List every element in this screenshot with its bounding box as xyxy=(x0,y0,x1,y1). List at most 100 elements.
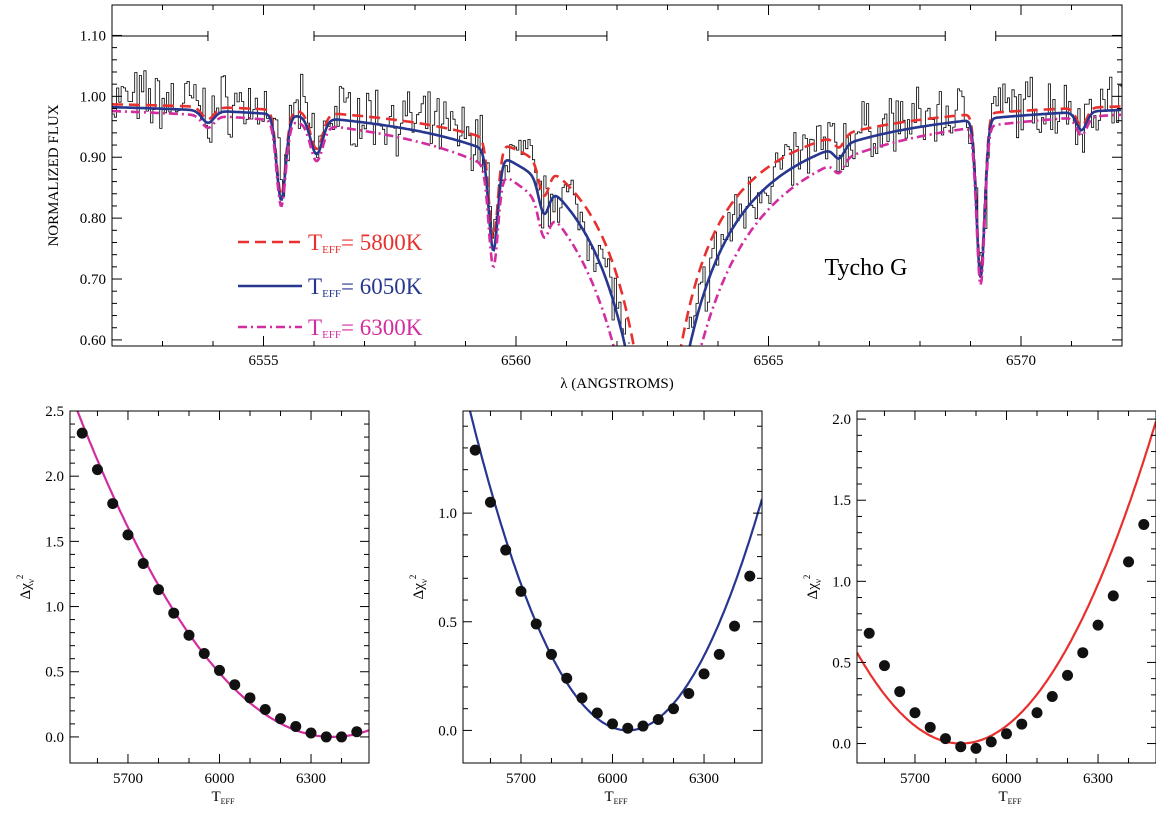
chi2-data-point xyxy=(668,703,680,715)
x-axis-label: TEFF xyxy=(605,789,629,806)
y-tick-label: 2.0 xyxy=(45,469,64,485)
chi2-panel-1 xyxy=(76,411,369,743)
y-tick-label: 1.5 xyxy=(832,493,851,509)
model-line-teff-6050 xyxy=(112,105,627,346)
legend-label-subscript: EFF xyxy=(322,288,341,300)
chi2-data-point xyxy=(1123,556,1135,568)
x-tick-label: 6300 xyxy=(689,771,719,787)
legend-label-teff-6050: TEFF= 6050K xyxy=(308,274,423,300)
y-tick-label: 0.0 xyxy=(45,730,64,746)
chi2-data-point xyxy=(683,687,695,699)
chi2-data-point xyxy=(607,718,618,730)
chi2-data-point xyxy=(76,427,88,439)
chi2-data-point xyxy=(576,692,588,704)
legend-label-teff-6300: TEFF= 6300K xyxy=(308,315,423,341)
chi2-data-point xyxy=(955,741,967,753)
chi2-data-point xyxy=(1062,669,1074,681)
chi2-data-point xyxy=(970,742,982,754)
chi2-data-point xyxy=(320,731,332,743)
x-tick-label: 5700 xyxy=(506,771,536,787)
chi2-data-point xyxy=(351,726,363,738)
x-axis-label: λ (ANGSTROMS) xyxy=(560,376,674,392)
x-axis-label-subscript: EFF xyxy=(221,797,235,806)
chi2-data-point xyxy=(259,704,271,716)
legend-label-subscript: EFF xyxy=(322,244,341,256)
legend-label-prefix: T xyxy=(308,315,322,340)
legend-label-value: = 6050K xyxy=(341,274,423,299)
y-tick-label: 2.5 xyxy=(45,404,64,420)
chi2-data-point xyxy=(530,618,542,630)
chi2-data-point xyxy=(924,721,936,733)
chi2-data-point xyxy=(214,664,225,676)
y-tick-label: 1.5 xyxy=(45,534,64,550)
x-tick-label: 6570 xyxy=(1006,353,1036,369)
x-tick-label: 6565 xyxy=(754,353,784,369)
chi2-data-point xyxy=(878,660,890,672)
chi2-data-point xyxy=(183,629,195,641)
y-tick-label: 1.0 xyxy=(438,506,457,522)
x-axis-label-main: T xyxy=(605,789,614,805)
x-axis-label: TEFF xyxy=(212,789,236,806)
y-axis-label-subscript: ν xyxy=(813,579,823,583)
y-tick-label: 0.80 xyxy=(80,211,106,227)
chi2-data-point xyxy=(637,720,649,732)
model-line-teff-5800 xyxy=(679,105,1121,346)
chi2-data-point xyxy=(500,544,512,556)
x-tick-label: 6000 xyxy=(205,771,235,787)
spectrum-plot xyxy=(112,70,1122,346)
chi2-data-point xyxy=(652,714,664,726)
chi2-data-point xyxy=(305,727,317,739)
y-tick-label: 0.0 xyxy=(438,723,457,739)
chi2-data-point xyxy=(137,558,149,570)
y-axis-label: Δχν2 xyxy=(802,575,823,600)
y-axis-label-superscript: 2 xyxy=(802,575,812,580)
y-tick-label: 1.0 xyxy=(45,600,64,616)
chi2-data-point xyxy=(1138,519,1150,531)
x-tick-label: 6555 xyxy=(249,353,279,369)
chi2-data-point xyxy=(729,620,741,632)
chi2-panel-3 xyxy=(857,420,1156,754)
y-axis-label-main: Δχ xyxy=(411,583,427,600)
chi2-data-point xyxy=(1077,647,1089,659)
x-tick-label: 6300 xyxy=(296,771,326,787)
x-tick-label: 5700 xyxy=(113,771,143,787)
y-axis-label: NORMALIZED FLUX xyxy=(46,104,62,246)
chi2-axes-frame xyxy=(462,410,763,764)
legend-label-teff-5800: TEFF= 5800K xyxy=(308,230,423,256)
x-tick-label: 6300 xyxy=(1083,771,1113,787)
chi2-fit-curve xyxy=(76,411,369,739)
y-tick-label: 1.0 xyxy=(832,574,851,590)
x-axis-label-main: T xyxy=(212,789,221,805)
y-axis-label-main: Δχ xyxy=(805,583,821,600)
y-axis-label-superscript: 2 xyxy=(15,575,25,580)
chi2-data-point xyxy=(545,648,557,660)
chi2-data-point xyxy=(198,647,210,659)
x-axis-label-subscript: EFF xyxy=(1008,797,1022,806)
spectrum-axes-frame xyxy=(111,4,1123,347)
chi2-data-point xyxy=(1016,718,1028,730)
x-axis-label-main: T xyxy=(999,789,1008,805)
chi2-data-point xyxy=(863,627,875,639)
x-axis-label-subscript: EFF xyxy=(614,797,628,806)
y-axis-label: Δχν2 xyxy=(15,575,36,600)
chi2-data-point xyxy=(1046,690,1058,702)
chi2-data-point xyxy=(1031,707,1043,719)
chi2-data-point xyxy=(985,736,997,748)
y-axis-label-subscript: ν xyxy=(419,579,429,583)
model-line-teff-5800 xyxy=(112,103,636,346)
chi2-data-point xyxy=(336,731,348,743)
y-tick-label: 0.90 xyxy=(80,150,106,166)
model-line-teff-6300 xyxy=(699,113,1122,346)
legend-label-value: = 6300K xyxy=(341,315,423,340)
chi2-data-point xyxy=(244,692,256,704)
chi2-data-point xyxy=(515,585,527,597)
chi2-data-point xyxy=(591,707,603,719)
y-tick-label: 1.00 xyxy=(80,89,106,105)
y-tick-label: 0.0 xyxy=(832,737,851,753)
chi2-data-point xyxy=(698,668,710,680)
x-tick-label: 6000 xyxy=(992,771,1022,787)
y-tick-label: 1.10 xyxy=(80,28,106,44)
chi2-axes-frame xyxy=(856,410,1156,764)
y-axis-label: Δχν2 xyxy=(408,575,429,600)
chi2-data-point xyxy=(122,529,134,541)
